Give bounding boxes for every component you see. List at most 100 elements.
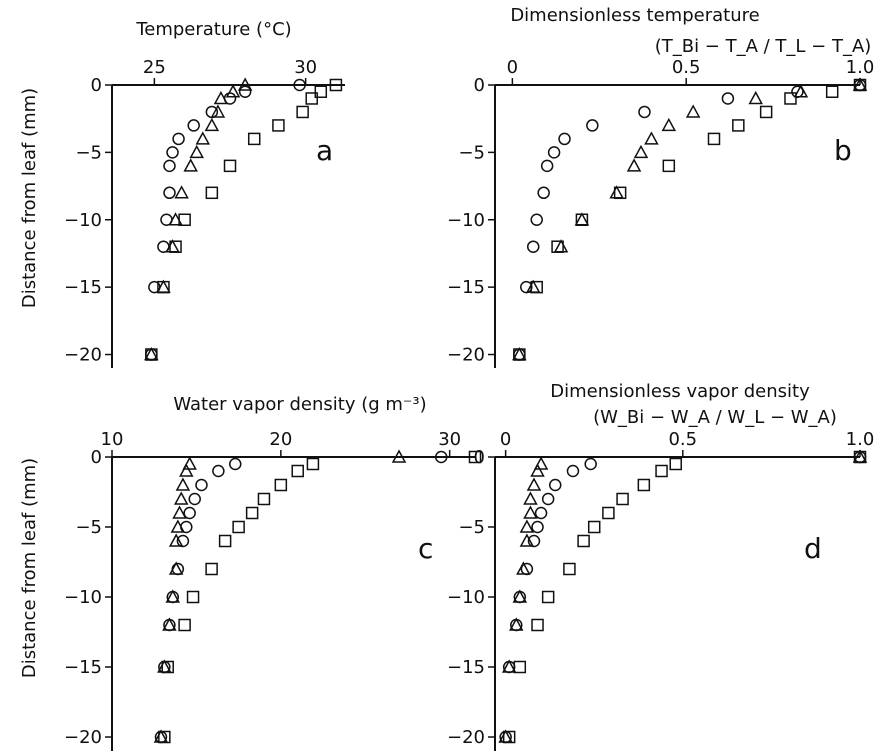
panel-a-y-tick-label: −15 (64, 277, 102, 298)
panel-b-triangle-point (626, 158, 642, 172)
panel-c-y-tick-label: −5 (75, 517, 102, 538)
panel-b-square-point (732, 119, 745, 132)
panel-c-triangle-point (168, 561, 184, 575)
panel-c-square-point (274, 478, 288, 492)
panel-d-circle-point (541, 492, 555, 506)
panel-d-x-tick-label: 1.0 (846, 429, 875, 450)
panel-c-square-point (291, 464, 304, 478)
panel-a-square-point (169, 240, 182, 253)
panel-d-circle-point (534, 506, 548, 520)
panel-a-triangle-point (195, 131, 211, 145)
panel-c-triangle-point (182, 456, 197, 470)
panel-c-square-point (178, 618, 191, 632)
panel-d-triangle-point (516, 561, 531, 575)
y-axis-label-bottom: Distance from leaf (mm) (19, 458, 40, 678)
panel-d: Dimensionless vapor density (W_Bi − W_A … (447, 381, 874, 751)
panel-a-square-point (305, 92, 318, 105)
panel-d-triangle-point (523, 491, 538, 505)
panel-a-triangle-point (189, 144, 204, 159)
panel-d-square-point (513, 660, 527, 674)
panel-b-square-point (613, 186, 627, 200)
panel-b-y-tick-label: −5 (458, 142, 485, 163)
panel-d-y-tick-label: −15 (447, 657, 485, 678)
panel-b-y-tick-label: −20 (447, 345, 485, 366)
panel-b-square-point (530, 280, 543, 294)
panel-a-square-point (205, 186, 219, 200)
panel-b-square-point (825, 85, 839, 98)
panel-b-triangle-point (793, 84, 809, 98)
panel-d-square-point (637, 478, 651, 492)
panel-b-circle-point (558, 132, 571, 146)
panel-b-square-point (707, 132, 721, 146)
panel-c-square-point (468, 450, 482, 464)
panel-d-title: Dimensionless vapor density (550, 381, 810, 402)
panel-b-x-tick-label: 0.5 (672, 57, 701, 78)
panel-a-square-point (296, 105, 309, 119)
panel-a-y-tick-label: −10 (64, 210, 102, 231)
panel-a-title: Temperature (°C) (135, 19, 291, 40)
panel-c-square-point (306, 457, 320, 471)
panel-a-letter: a (316, 134, 333, 167)
panel-a-circle-point (163, 159, 176, 173)
panel-a-square-point (178, 213, 191, 227)
panel-d-circle-point (548, 478, 562, 492)
panel-c-y-tick-label: −20 (64, 727, 102, 748)
panel-b-x-tick-label: 1.0 (846, 57, 875, 78)
panel-d-triangle-point (508, 617, 524, 631)
panel-b-circle-point (638, 105, 651, 119)
panel-a-triangle-point (174, 185, 189, 199)
panel-a-triangle-point (213, 90, 229, 105)
panel-c-triangle-point (170, 519, 186, 533)
panel-c-circle-point (188, 492, 201, 506)
panel-c-square-point (186, 590, 200, 604)
panel-b-circle-point (526, 240, 540, 253)
panel-d-y-tick-label: 0 (474, 447, 485, 468)
panel-a-triangle-point (204, 117, 220, 132)
panel-c-circle-point (212, 464, 225, 478)
panel-c-x-tick-label: 20 (269, 429, 292, 450)
panel-a-square-point (145, 348, 158, 361)
panel-d-square-point (853, 450, 867, 464)
panel-d-square-point (587, 520, 601, 534)
panel-b-triangle-point (574, 212, 590, 226)
panel-d-x-tick-label: 0 (500, 429, 511, 450)
panel-d-square-point (563, 562, 576, 576)
panel-b-square-point (784, 92, 797, 105)
panel-b-triangle-point (633, 144, 649, 159)
panel-b: Dimensionless temperature (T_Bi − T_A / … (447, 5, 874, 368)
panel-a-x-tick-label: 25 (143, 57, 166, 78)
panel-b-plot: 0 −5 −10 −15 −20 0 0.5 1.0 (447, 57, 874, 368)
panel-d-triangle-point (501, 659, 517, 673)
panel-c-x-tick-label: 30 (438, 429, 461, 450)
panel-c-triangle-point (172, 505, 187, 519)
panel-c-title: Water vapor density (g m⁻³) (173, 394, 426, 415)
panel-b-triangle-point (685, 104, 701, 118)
panel-c-triangle-point (162, 617, 177, 631)
panel-a-circle-point (172, 132, 185, 146)
panel-d-triangle-point (519, 519, 535, 533)
panel-b-circle-point (721, 92, 735, 105)
panel-c-triangle-point (165, 589, 181, 603)
panel-a-circle-point (187, 119, 200, 132)
panel-c-circle-point (195, 478, 208, 492)
panel-c-x-tick-label: 10 (101, 429, 124, 450)
panel-d-square-point (616, 492, 629, 506)
panel-b-x-tick-label: 0 (507, 57, 518, 78)
panel-a-y-tick-label: −5 (75, 142, 102, 163)
panel-c-square-point (158, 730, 171, 744)
panel-d-triangle-point (526, 477, 542, 491)
panel-b-circle-point (530, 213, 543, 227)
panel-a-triangle-point (210, 104, 226, 118)
panel-a-triangle-point (237, 77, 253, 91)
panel-b-y-tick-label: −15 (447, 277, 485, 298)
panel-b-square-point (662, 159, 676, 173)
y-axis-label-top: Distance from leaf (mm) (19, 88, 40, 308)
panel-a-square-point (247, 132, 261, 146)
panel-b-triangle-point (644, 131, 659, 145)
panel-c-triangle-point (175, 477, 191, 491)
panel-c-square-point (205, 562, 218, 576)
panel-a-circle-point (163, 186, 176, 200)
panel-c-square-point (245, 506, 259, 520)
panel-d-y-tick-label: −20 (447, 727, 485, 748)
panel-b-circle-point (540, 159, 554, 173)
